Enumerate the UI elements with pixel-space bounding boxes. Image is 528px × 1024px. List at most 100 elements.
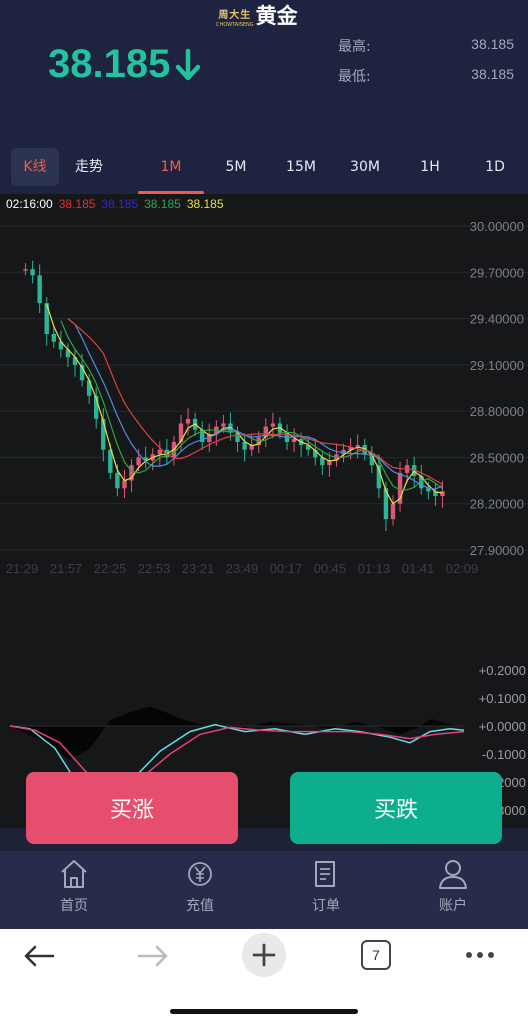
tab-trend[interactable]: 走势 — [75, 159, 103, 175]
candle-body — [51, 334, 56, 342]
brand: 周大生 CHOWTAISENG 黄金 — [216, 4, 298, 28]
bottom-nav: 首页 充值 订单 账户 — [0, 851, 528, 929]
candle-body — [249, 445, 254, 450]
nav-orders-label: 订单 — [312, 898, 340, 914]
candle-body — [37, 275, 42, 304]
y-tick-label: 28.80000 — [470, 404, 524, 419]
home-indicator — [170, 1009, 358, 1014]
x-tick-label: 01:13 — [358, 561, 391, 576]
y-tick-label: 28.20000 — [470, 497, 524, 512]
candle-body — [383, 488, 389, 520]
x-tick-label: 22:25 — [94, 561, 127, 576]
x-tick-label: 02:09 — [446, 561, 479, 576]
candle-body — [108, 449, 113, 473]
x-tick-label: 22:53 — [138, 561, 171, 576]
moving-average-line — [46, 304, 443, 505]
nav-account[interactable]: 账户 — [413, 851, 493, 929]
yen-icon — [188, 862, 212, 886]
new-tab-button[interactable] — [242, 933, 286, 977]
candlestick-chart[interactable]: 30.00000 29.70000 29.40000 29.10000 28.80000… — [0, 194, 528, 828]
user-icon — [439, 860, 467, 889]
ma-value-1: 38.185 — [58, 197, 96, 211]
candle-body — [390, 503, 396, 520]
tab-count-button[interactable]: 7 — [361, 940, 391, 970]
candle-body — [129, 465, 134, 481]
macd-y-label: +0.1000 — [479, 691, 526, 706]
y-tick-label: 30.00000 — [470, 219, 524, 234]
moving-average-line — [67, 318, 443, 490]
x-tick-label: 00:45 — [314, 561, 347, 576]
ma-time: 02:16:00 — [6, 197, 53, 211]
low-label: 最低: — [338, 69, 371, 85]
candle-body — [291, 438, 297, 442]
x-tick-label: 23:21 — [182, 561, 215, 576]
period-tabs: K线 走势 1M 5M 15M 30M 1H 1D — [0, 140, 528, 194]
macd-y-label: -0.1000 — [482, 747, 526, 762]
tab-15m[interactable]: 15M — [286, 159, 316, 175]
active-tab-indicator — [138, 191, 204, 194]
nav-home[interactable]: 首页 — [34, 851, 114, 929]
macd-y-label: +0.0000 — [479, 719, 526, 734]
logo-subtext: CHOWTAISENG — [216, 22, 254, 28]
x-tick-label: 21:29 — [6, 561, 39, 576]
candle-body — [143, 457, 148, 461]
nav-home-label: 首页 — [60, 898, 88, 914]
tab-1h[interactable]: 1H — [420, 159, 440, 175]
y-tick-label: 27.90000 — [470, 543, 524, 558]
nav-recharge-label: 充值 — [186, 898, 214, 914]
low-value: 38.185 — [471, 66, 514, 82]
macd-y-label: +0.2000 — [479, 663, 526, 678]
tab-kline[interactable]: K线 — [11, 148, 59, 186]
ma-value-3: 38.185 — [144, 197, 181, 211]
tab-30m[interactable]: 30M — [350, 159, 380, 175]
candle-body — [313, 449, 318, 458]
candle-body — [242, 442, 247, 450]
candle-body — [94, 395, 99, 419]
tab-5m[interactable]: 5M — [225, 159, 247, 175]
candle-body — [235, 432, 240, 442]
buy-up-button[interactable]: 买涨 — [26, 772, 238, 844]
candle-body — [320, 457, 325, 466]
candle-body — [65, 349, 71, 358]
candle-body — [376, 465, 382, 489]
candle-body — [397, 472, 403, 504]
ma-legend: 02:16:00 38.185 38.185 38.185 38.185 — [6, 197, 224, 211]
y-tick-label: 29.70000 — [470, 265, 524, 280]
price-value: 38.185 — [48, 42, 171, 86]
y-tick-label: 29.40000 — [470, 312, 524, 327]
quote-header: 周大生 CHOWTAISENG 黄金 38.185 最高: 38.185 最低:… — [0, 0, 528, 140]
candle-body — [200, 429, 205, 442]
candle-body — [221, 423, 226, 427]
more-icon[interactable] — [464, 945, 496, 965]
buy-down-button[interactable]: 买跌 — [290, 772, 502, 844]
candle-body — [355, 445, 360, 447]
candle-body — [440, 491, 445, 496]
candle-body — [207, 434, 212, 442]
forward-icon[interactable] — [136, 943, 170, 969]
plus-icon — [252, 943, 276, 967]
tab-1d[interactable]: 1D — [485, 159, 505, 175]
candle-body — [30, 269, 35, 276]
candle-body — [79, 364, 85, 381]
moving-average-line — [67, 318, 443, 485]
back-icon[interactable] — [22, 943, 56, 969]
current-price: 38.185 — [48, 42, 202, 87]
high-label: 最高: — [338, 39, 371, 55]
browser-toolbar: 7 — [0, 929, 528, 1024]
x-tick-label: 00:17 — [270, 561, 303, 576]
candle-body — [263, 426, 268, 438]
macd-dea-line — [9, 725, 465, 795]
x-tick-label: 01:41 — [402, 561, 435, 576]
nav-recharge[interactable]: 充值 — [160, 851, 240, 929]
candle-body — [348, 446, 353, 450]
home-icon — [61, 860, 87, 888]
candle-body — [157, 449, 162, 455]
candle-body — [419, 475, 424, 489]
candle-body — [122, 480, 127, 489]
brand-logo: 周大生 CHOWTAISENG — [216, 10, 254, 28]
moving-average-line — [60, 320, 443, 491]
nav-orders[interactable]: 订单 — [286, 851, 366, 929]
tab-1m[interactable]: 1M — [160, 159, 182, 175]
macd-histogram — [10, 706, 462, 760]
candle-body — [178, 423, 184, 442]
